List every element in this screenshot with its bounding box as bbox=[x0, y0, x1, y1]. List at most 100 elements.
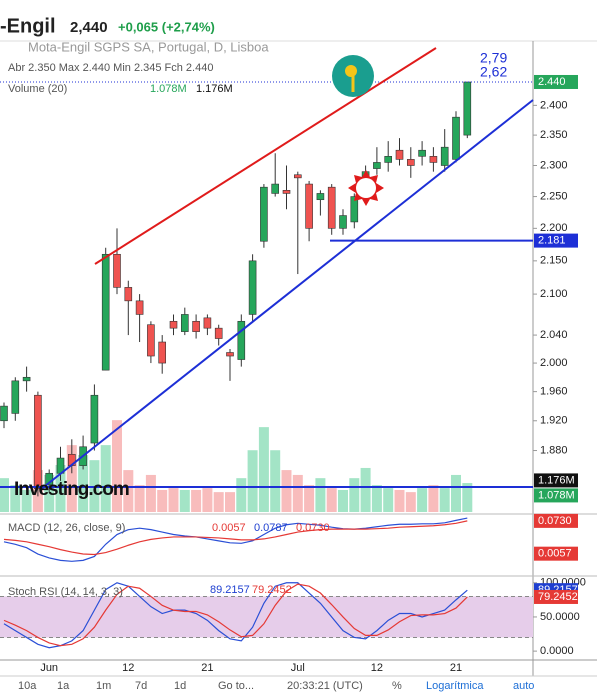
header-change: +0,065 (+2,74%) bbox=[118, 19, 215, 34]
x-tick-label: 12 bbox=[371, 662, 383, 674]
stoch-legend: Stoch RSI (14, 14, 3, 3) bbox=[8, 586, 123, 598]
candle-body bbox=[113, 253, 121, 288]
support-label: 2.181 bbox=[538, 235, 566, 247]
indicator-label-box bbox=[534, 513, 578, 528]
candle-body bbox=[248, 260, 257, 315]
range-button[interactable]: 1a bbox=[57, 680, 70, 692]
volume-legend-value: 1.176M bbox=[196, 83, 233, 95]
legend-value: 79.2452 bbox=[252, 584, 292, 596]
candle-body bbox=[305, 183, 313, 229]
legend-value: 0.0787 bbox=[254, 522, 288, 534]
x-tick-label: Jul bbox=[291, 662, 305, 674]
ohlc-legend: Abr 2.350 Max 2.440 Min 2.345 Fch 2.440 bbox=[8, 62, 213, 74]
volume-bar bbox=[100, 445, 111, 512]
volume-bar bbox=[225, 492, 235, 512]
volume-bar bbox=[270, 450, 281, 512]
candle-body bbox=[22, 376, 31, 382]
volume-bar bbox=[10, 485, 21, 512]
candle-body bbox=[158, 341, 166, 364]
indicator-label-box bbox=[534, 546, 578, 561]
band bbox=[0, 596, 533, 638]
candle-body bbox=[237, 320, 246, 360]
volume-bar bbox=[462, 483, 473, 512]
indicator-label: 0.0057 bbox=[538, 548, 572, 560]
candle-body bbox=[339, 215, 347, 229]
volume-bar bbox=[360, 467, 371, 512]
legend-value: 0.0057 bbox=[212, 522, 246, 534]
x-tick-label: Jun bbox=[40, 662, 58, 674]
toolbar: 10a 1a 1m 7d 1d bbox=[18, 680, 186, 692]
volume-bar bbox=[349, 478, 360, 512]
volume-bar bbox=[168, 488, 179, 512]
candle-body bbox=[373, 162, 381, 169]
volume-bar bbox=[383, 488, 394, 512]
indicator-label: 0.0730 bbox=[538, 515, 572, 527]
candle-body bbox=[418, 149, 426, 157]
watermark: Investing.com bbox=[14, 479, 129, 500]
candle-body bbox=[282, 190, 291, 194]
event-marker bbox=[356, 178, 376, 198]
indicator-line bbox=[3, 520, 468, 556]
volume-bar bbox=[66, 445, 77, 512]
y-tick-label: 1.960 bbox=[540, 386, 568, 398]
support-label-box bbox=[534, 233, 578, 248]
candle-body bbox=[0, 405, 8, 422]
volume-bar bbox=[157, 489, 168, 512]
volume-bar bbox=[439, 488, 450, 512]
range-button[interactable]: 7d bbox=[135, 680, 147, 692]
volume-bar bbox=[371, 485, 382, 512]
candle-body bbox=[135, 300, 144, 315]
volume-bar bbox=[428, 485, 439, 512]
candle-body bbox=[192, 320, 200, 332]
candle-body bbox=[101, 253, 110, 371]
macd-legend: MACD (12, 26, close, 9) bbox=[8, 522, 125, 534]
volume-bar bbox=[417, 488, 428, 512]
indicator-line bbox=[3, 517, 468, 562]
key-icon bbox=[345, 65, 357, 77]
volume-bar bbox=[451, 474, 461, 512]
range-button[interactable]: 10a bbox=[18, 680, 37, 692]
y-tick-label: 2.100 bbox=[540, 288, 568, 300]
y-tick-label: 2.300 bbox=[540, 159, 568, 171]
volume-bar bbox=[179, 489, 190, 512]
y-tick-label: 2.350 bbox=[540, 129, 568, 141]
auto-button[interactable]: auto bbox=[513, 680, 534, 692]
y-tick-label: 2.150 bbox=[540, 255, 568, 267]
header-title: -Engil bbox=[0, 15, 56, 37]
y-tick-label: 2.000 bbox=[540, 357, 568, 369]
indicator-line bbox=[3, 583, 468, 647]
header-price: 2,440 bbox=[70, 19, 108, 36]
candle-body bbox=[271, 183, 280, 194]
volume-bar bbox=[236, 478, 247, 512]
goto-button[interactable]: Go to... bbox=[218, 680, 254, 692]
volume-bar bbox=[281, 470, 292, 512]
x-tick-label: 21 bbox=[201, 662, 213, 674]
volume-bar bbox=[202, 488, 213, 512]
volume-bar bbox=[213, 492, 224, 512]
y-tick-label: 1.880 bbox=[540, 444, 568, 456]
volume-bar bbox=[394, 489, 405, 512]
candle-body bbox=[440, 146, 449, 166]
indicator-line bbox=[3, 582, 468, 649]
range-button[interactable]: 1m bbox=[96, 680, 111, 692]
candle-body bbox=[429, 156, 438, 163]
range-button[interactable]: 1d bbox=[174, 680, 186, 692]
candle-body bbox=[181, 314, 189, 332]
candle-body bbox=[203, 317, 212, 329]
candle-body bbox=[463, 81, 472, 136]
candle-body bbox=[11, 380, 20, 414]
volume-bar bbox=[191, 489, 202, 512]
y-tick-label: 2.400 bbox=[540, 99, 568, 111]
volume-bar bbox=[134, 485, 145, 512]
volume-bar bbox=[55, 465, 66, 512]
volume-bar bbox=[44, 474, 55, 512]
percent-button[interactable]: % bbox=[392, 680, 402, 692]
volume-label: 1.078M bbox=[538, 489, 575, 501]
y-tick-label: 50.0000 bbox=[540, 611, 580, 623]
volume-bar bbox=[78, 455, 89, 512]
log-button[interactable]: Logarítmica bbox=[426, 680, 484, 692]
candle-body bbox=[124, 287, 133, 302]
candle-body bbox=[90, 394, 99, 444]
